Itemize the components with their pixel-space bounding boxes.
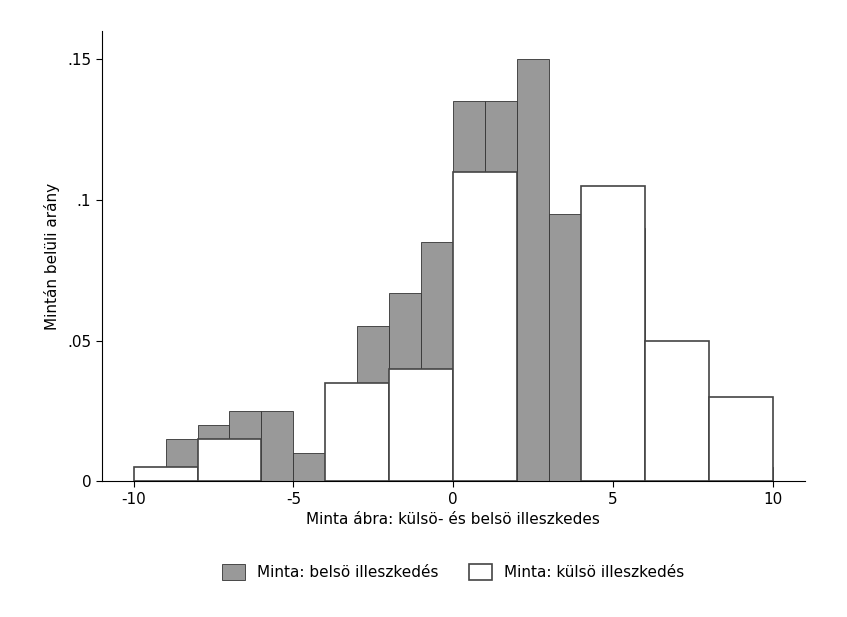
Bar — [581, 298, 613, 481]
Bar — [613, 228, 645, 481]
Bar — [677, 397, 709, 481]
Bar — [197, 439, 262, 481]
Bar — [453, 101, 485, 481]
Bar — [517, 59, 549, 481]
Bar — [293, 453, 325, 481]
Bar — [197, 425, 230, 481]
Bar — [325, 411, 357, 481]
Y-axis label: Mintán belüli arány: Mintán belüli arány — [44, 183, 60, 329]
Bar — [581, 186, 645, 481]
Bar — [390, 292, 421, 481]
Legend: Minta: belsö illeszkedés, Minta: külsö illeszkedés: Minta: belsö illeszkedés, Minta: külsö i… — [216, 558, 690, 586]
Bar — [645, 341, 709, 481]
Bar — [549, 214, 581, 481]
Bar — [741, 467, 772, 481]
Bar — [453, 172, 517, 481]
Bar — [262, 411, 293, 481]
Bar — [390, 369, 453, 481]
Bar — [230, 411, 262, 481]
Bar — [165, 439, 197, 481]
Bar — [325, 383, 390, 481]
Bar — [357, 326, 390, 481]
Bar — [485, 101, 517, 481]
Bar — [134, 467, 165, 481]
Bar — [134, 467, 197, 481]
Bar — [421, 242, 453, 481]
Bar — [645, 341, 677, 481]
Bar — [709, 453, 741, 481]
X-axis label: Minta ábra: külsö- és belsö illeszkedes: Minta ábra: külsö- és belsö illeszkedes — [307, 512, 600, 528]
Bar — [709, 397, 772, 481]
